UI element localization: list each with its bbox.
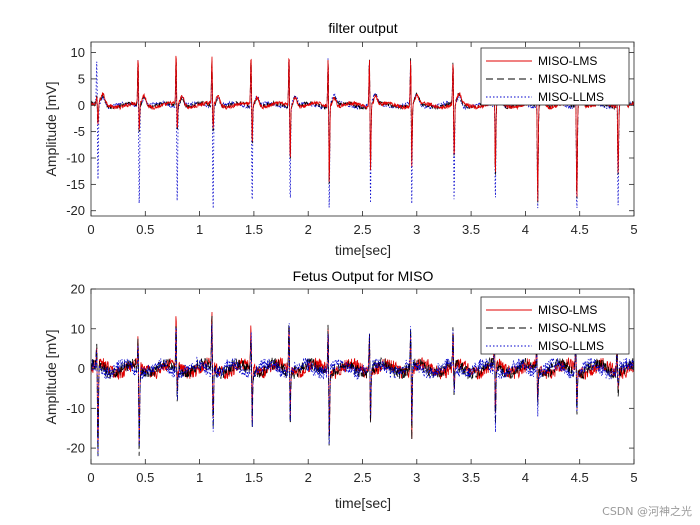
series-line-miso-nlms	[91, 58, 634, 203]
series-line-miso-llms	[91, 323, 634, 457]
chart-title: Fetus Output for MISO	[293, 268, 434, 284]
y-tick-label: 10	[71, 321, 85, 336]
y-axis: -20 -10 0 10 20	[66, 282, 634, 456]
y-tick-label: -5	[73, 124, 85, 139]
x-tick-label: 1.5	[245, 222, 263, 237]
x-axis: 0 0.5 1 1.5 2 2.5 3 3.5 4 4.5 5	[87, 42, 638, 237]
x-tick-label: 2	[305, 470, 312, 485]
x-tick-label: 0.5	[136, 222, 154, 237]
x-axis: 0 0.5 1 1.5 2 2.5 3 3.5 4 4.5 5	[87, 289, 638, 485]
legend-label-llms: MISO-LLMS	[538, 90, 604, 104]
y-tick-label: -10	[66, 151, 85, 166]
x-tick-label: 3.5	[462, 222, 480, 237]
y-tick-label: 5	[78, 71, 85, 86]
x-axis-label: time[sec]	[335, 495, 391, 511]
y-axis-label: Amplitude [mV]	[43, 82, 59, 177]
legend-label-nlms: MISO-NLMS	[538, 72, 606, 86]
x-tick-label: 0.5	[136, 470, 154, 485]
x-tick-label: 4.5	[571, 470, 589, 485]
plot-area	[91, 311, 634, 457]
x-tick-label: 3	[413, 222, 420, 237]
x-tick-label: 1.5	[245, 470, 263, 485]
y-tick-label: -20	[66, 203, 85, 218]
y-tick-label: 10	[71, 45, 85, 60]
y-axis: -20 -15 -10 -5 0 5 10	[66, 45, 634, 218]
legend-label-llms: MISO-LLMS	[538, 339, 604, 353]
y-tick-label: 0	[78, 98, 85, 113]
legend-label-lms: MISO-LMS	[538, 303, 597, 317]
x-tick-label: 4	[522, 470, 529, 485]
y-tick-label: 20	[71, 282, 85, 297]
legend-label-lms: MISO-LMS	[538, 54, 597, 68]
watermark: CSDN @河神之光	[602, 505, 692, 518]
x-tick-label: 0	[87, 470, 94, 485]
x-tick-label: 5	[630, 470, 637, 485]
y-axis-label: Amplitude [mV]	[43, 330, 59, 425]
x-tick-label: 5	[630, 222, 637, 237]
chart-fetus-output: Fetus Output for MISO 0 0.5 1 1.5 2 2.5 3 3.5 4 4…	[43, 268, 638, 511]
x-tick-label: 2.5	[353, 470, 371, 485]
legend: MISO-LMS MISO-NLMS MISO-LLMS	[480, 296, 630, 355]
y-tick-label: -10	[66, 401, 85, 416]
y-tick-label: -20	[66, 441, 85, 456]
series-line-miso-nlms	[91, 315, 634, 457]
legend-box	[480, 296, 630, 355]
x-tick-label: 1	[196, 222, 203, 237]
legend-label-nlms: MISO-NLMS	[538, 321, 606, 335]
y-tick-label: -15	[66, 177, 85, 192]
x-tick-label: 2	[305, 222, 312, 237]
y-tick-label: 0	[78, 361, 85, 376]
series-group	[91, 311, 634, 457]
legend: MISO-LMS MISO-NLMS MISO-LLMS	[480, 47, 630, 106]
x-tick-label: 4.5	[571, 222, 589, 237]
x-axis-label: time[sec]	[335, 242, 391, 258]
chart-filter-output: filter output 0 0.5 1 1.5 2 2.5 3 3.5 4 4.5 5 -20-…	[43, 20, 638, 258]
x-tick-label: 0	[87, 222, 94, 237]
x-tick-label: 2.5	[353, 222, 371, 237]
x-tick-label: 3	[413, 470, 420, 485]
x-tick-label: 3.5	[462, 470, 480, 485]
x-tick-label: 4	[522, 222, 529, 237]
legend-box	[480, 47, 630, 106]
chart-title: filter output	[328, 20, 397, 36]
x-tick-label: 1	[196, 470, 203, 485]
